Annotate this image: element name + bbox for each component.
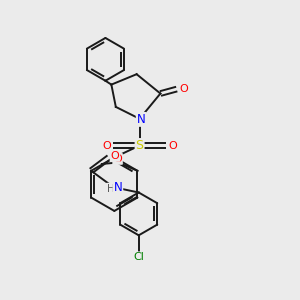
Text: O: O <box>102 140 111 151</box>
Text: O: O <box>113 154 122 164</box>
Text: N: N <box>113 181 122 194</box>
Text: S: S <box>136 139 144 152</box>
Text: O: O <box>169 140 177 151</box>
Text: O: O <box>179 84 188 94</box>
Text: O: O <box>111 151 119 161</box>
Text: N: N <box>137 113 146 126</box>
Text: H: H <box>106 184 114 194</box>
Text: Cl: Cl <box>133 252 144 262</box>
